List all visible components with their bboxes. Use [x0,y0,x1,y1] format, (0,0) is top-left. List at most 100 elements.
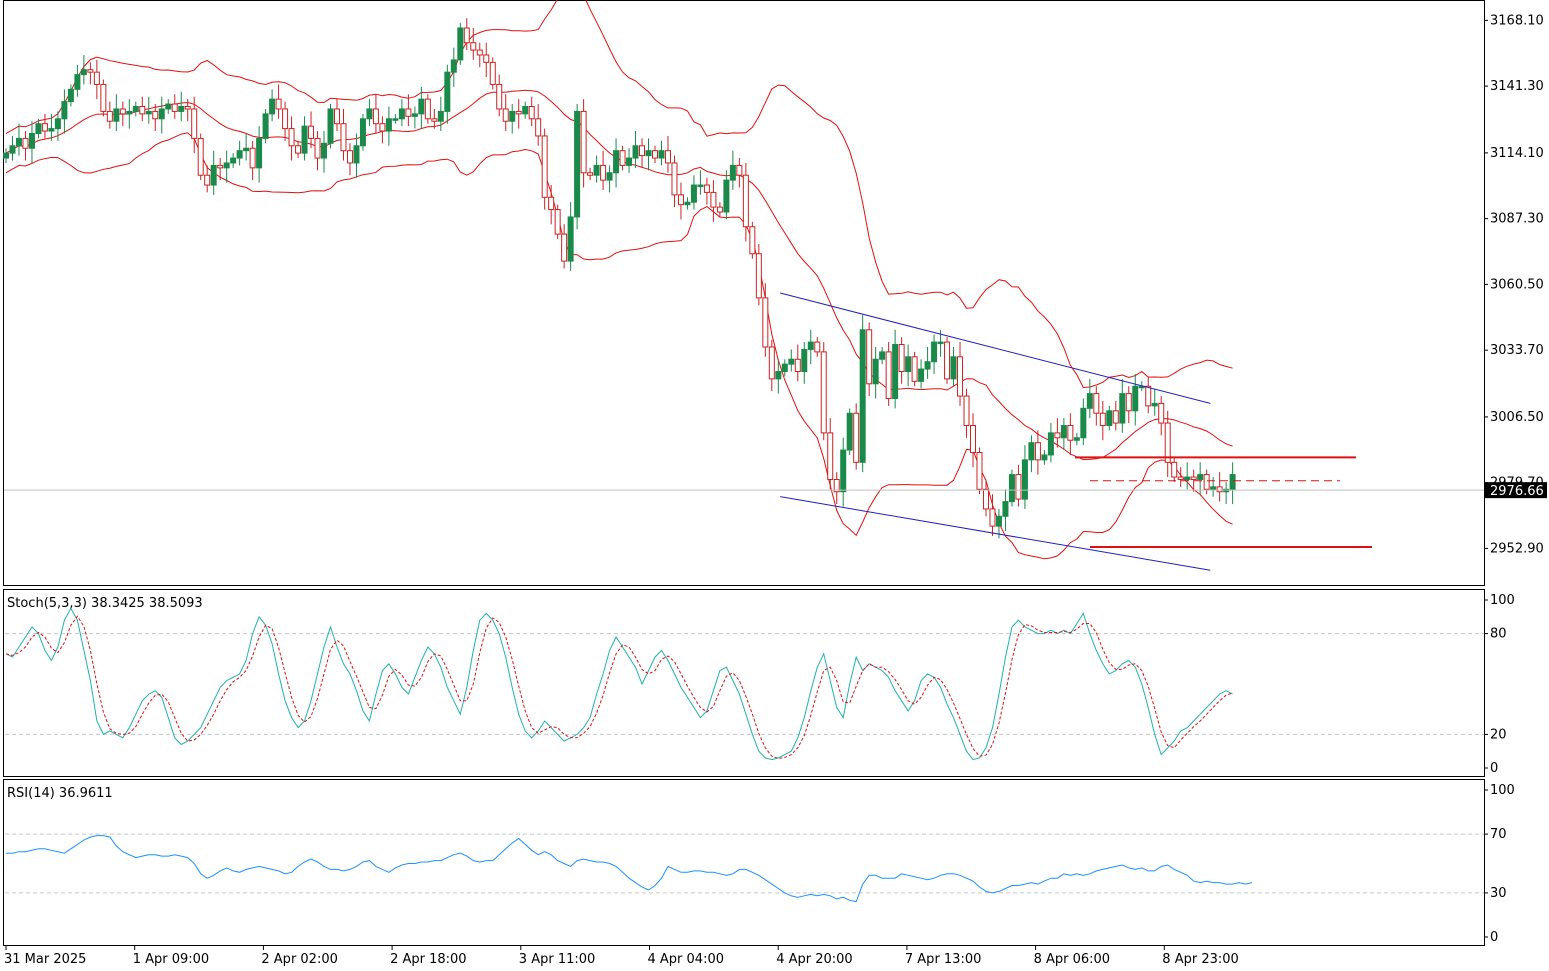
bearish-candle [548,185,555,225]
bearish-candle [898,337,905,384]
candle-body [619,150,626,166]
candle-body [1171,461,1178,478]
candle-body [476,49,483,56]
candle-body [340,123,347,152]
bullish-candle [807,329,814,365]
bearish-candle [1190,469,1197,492]
bearish-candle [191,96,198,154]
candle-body [639,145,646,157]
bearish-candle [152,104,159,132]
candle-body [489,61,496,85]
drawn-objects[interactable] [780,292,1372,571]
candle-body [950,356,957,380]
bullish-candle [1073,432,1080,446]
candle-body [957,356,964,397]
candle-body [703,184,710,193]
bearish-candle [1067,413,1074,455]
candle-body [535,118,542,137]
candle-body [1054,432,1061,439]
candle-body [1099,412,1106,427]
bullish-candle [697,170,704,195]
bullish-candle [223,150,230,183]
price-axis: 3168.10 3141.30 3114.10 3087.30 3060.50 3033.… [1484,13,1544,556]
bearish-candle [554,204,561,240]
axis-tick-label: 20 [1490,727,1507,742]
bullish-candle [126,99,133,129]
price-panel[interactable] [3,0,1485,586]
candle-body [924,361,931,370]
candle-body [528,106,535,120]
candle-body [15,137,22,147]
candle-body [437,110,444,122]
stochastic-panel[interactable] [3,589,1485,777]
time-axis-tick-label: 3 Apr 11:00 [519,952,596,967]
bullish-candle [359,113,366,151]
candle-body [1015,474,1022,500]
bullish-candle [243,133,250,161]
candle-body [729,164,736,181]
candle-body [515,110,522,115]
candle-body [1190,476,1197,480]
candle-body [275,98,282,110]
candle-body [989,508,996,527]
candle-body [840,449,847,493]
candle-body [3,152,9,159]
bullish-candle [892,329,899,409]
candle-body [392,118,399,121]
bullish-candle [1047,423,1054,463]
candle-body [48,128,55,132]
candle-body [580,110,587,174]
candle-body [184,106,191,110]
rsi-panel[interactable] [3,779,1485,946]
bearish-candle [1164,410,1171,478]
candle-body [262,113,269,139]
candle-body [1145,385,1152,407]
rsi-line: 100 70 30 0 [5,783,1515,945]
candle-body [61,101,68,120]
bearish-candle [1054,418,1061,448]
bullish-candle [9,135,16,161]
bearish-candle [197,133,204,181]
candle-body [509,110,516,122]
bullish-candle [48,113,55,141]
time-axis: 31 Mar 2025 1 Apr 09:00 2 Apr 02:00 2 Apr 1… [4,945,1239,967]
candle-body [1080,407,1087,439]
bearish-candle [866,322,873,397]
bullish-candle [35,118,42,139]
candle-body [424,98,431,120]
bollinger-upper-band [5,0,1233,389]
time-axis-tick-label: 7 Apr 13:00 [905,952,982,967]
bullish-candle [437,96,444,132]
candle-body [158,108,165,120]
candle-body [1086,393,1093,409]
bearish-candle [1216,472,1223,502]
candle-body [178,106,185,112]
candle-body [613,150,620,174]
axis-tick-label: 100 [1490,783,1515,798]
candle-body [230,157,237,164]
candle-body [976,451,983,490]
time-axis-tick-label: 4 Apr 20:00 [776,952,853,967]
stochastic-signal-line [5,615,1233,760]
bullish-candle [385,106,392,146]
bearish-candle [1099,400,1106,441]
bullish-candle [924,346,931,379]
candle-body [606,172,613,181]
bullish-candle [613,138,620,188]
bullish-candle [411,106,418,129]
time-axis-tick-label: 8 Apr 06:00 [1034,952,1111,967]
bullish-candle [522,101,529,119]
bearish-candle [716,202,723,217]
bearish-candle [742,162,749,242]
bullish-candle [950,346,957,387]
price-axis-tick-label: 3060.50 [1490,277,1544,292]
candle-body [1034,442,1041,461]
candle-body [982,488,989,510]
candle-body [301,125,308,154]
bullish-candle [256,126,263,183]
bearish-candle [1093,386,1100,426]
candle-body [781,363,788,373]
bullish-candle [54,111,61,141]
